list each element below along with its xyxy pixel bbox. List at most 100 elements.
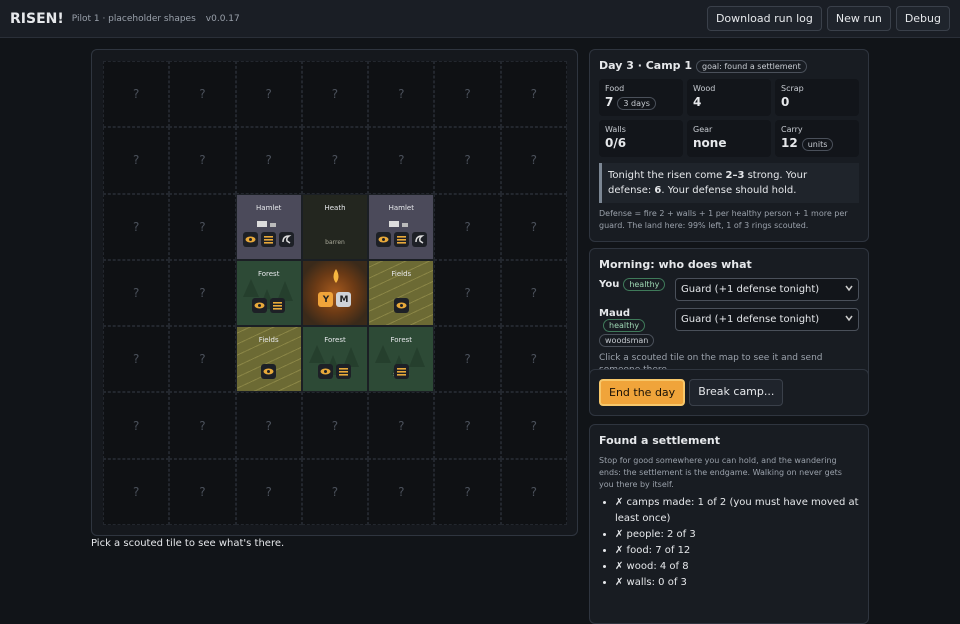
tile-icons (252, 298, 286, 314)
unscouted-tile: ? (500, 259, 567, 327)
scouted-tile[interactable]: Heath barren (301, 193, 369, 260)
task-select[interactable]: Guard (+1 defense tonight) (675, 278, 859, 301)
status-panel: Day 3 · Camp 1 goal: found a settlement F… (589, 49, 869, 242)
header-button[interactable]: Download run log (706, 6, 822, 31)
unscouted-tile: ? (169, 326, 236, 393)
scouted-tile[interactable]: Forest (301, 326, 369, 393)
unscouted-tile: ? (103, 259, 170, 327)
morning-title: Morning: who does what (599, 258, 752, 271)
action-button[interactable]: End the day (599, 379, 686, 406)
task-select[interactable]: Guard (+1 defense tonight) (675, 308, 859, 331)
tile-icon (411, 231, 427, 247)
tile-icon (393, 364, 409, 380)
chevron (845, 315, 853, 322)
chevron (845, 285, 853, 292)
alert-text: Tonight the risen come (608, 170, 726, 181)
unscouted-tile: ? (301, 61, 369, 128)
unscouted-tile: ? (434, 458, 501, 525)
scouted-tile[interactable]: Fields (368, 259, 435, 327)
unscouted-tile: ? (434, 259, 501, 327)
unscouted-tile: ? (169, 193, 236, 260)
check-item: ✗ people: 2 of 3 (615, 527, 859, 543)
action-button[interactable]: Break camp... (689, 379, 784, 406)
unscouted-tile: ? (169, 127, 236, 194)
stat-value-row: none (693, 136, 765, 150)
unscouted-tile: ? (103, 193, 170, 260)
person-badge: M (336, 292, 352, 308)
scouted-tile[interactable]: Forest (235, 259, 302, 327)
tile-icons (243, 231, 295, 247)
stat-label: Scrap (781, 84, 804, 93)
tile-name: Heath (324, 203, 346, 212)
unscouted-tile: ? (368, 61, 435, 128)
tile-icons (261, 364, 277, 380)
scouted-tile[interactable]: Hamlet (235, 193, 302, 260)
unscouted-tile: ? (103, 127, 170, 194)
stat-label: Food (605, 84, 625, 93)
unscouted-tile: ? (368, 127, 435, 194)
unscouted-tile: ? (103, 326, 170, 393)
alert-text: . Your defense should hold. (661, 185, 797, 196)
stat-label: Gear (693, 125, 713, 134)
tile-icon (393, 231, 409, 247)
stat-value-row: 0/6 (605, 136, 677, 150)
stat: Walls 0/6 (599, 120, 683, 157)
tile-icons (375, 231, 427, 247)
unscouted-tile: ? (235, 458, 302, 525)
scouted-tile[interactable]: Hamlet (368, 193, 435, 260)
checklist: ✗ camps made: 1 of 2 (you must have move… (599, 495, 859, 591)
person-tag: healthy (623, 278, 666, 291)
unscouted-tile: ? (169, 61, 236, 128)
assignments: You healthy Guard (+1 defense tonight) Maud… (599, 278, 859, 347)
tile-icon (270, 298, 286, 314)
scouted-tile[interactable]: Fields (235, 326, 302, 393)
check-item: ✗ walls: 0 of 3 (615, 575, 859, 591)
map-caption: Pick a scouted tile to see what's there. (91, 538, 285, 549)
stat-value: 0/6 (605, 136, 627, 150)
header-button[interactable]: New run (826, 6, 891, 31)
unscouted-tile: ? (103, 458, 170, 525)
day-title: Day 3 · Camp 1 (599, 59, 693, 72)
unscouted-tile: ? (368, 458, 435, 525)
stat-value: 0 (781, 95, 790, 109)
unscouted-tile: ? (169, 458, 236, 525)
unscouted-tile: ? (500, 326, 567, 393)
alert-text: strong. Your defense: (608, 170, 808, 196)
stat-value-row: 12 units (781, 136, 853, 151)
stat-value: 12 (781, 136, 798, 150)
task-value: Guard (+1 defense tonight) (681, 314, 820, 325)
unscouted-tile: ? (169, 259, 236, 327)
morning-panel: Morning: who does what You healthy Guard (… (589, 248, 869, 386)
stat-badge: 3 days (617, 97, 656, 110)
tile-icon (261, 364, 277, 380)
alert-strength: 2–3 (725, 170, 745, 181)
stats: Food 7 3 days Wood 4 Scrap 0 Walls 0/6 Gear none Ca… (599, 79, 859, 157)
unscouted-tile: ? (301, 392, 369, 459)
tile-icon (261, 231, 277, 247)
tile-icons (393, 364, 409, 380)
unscouted-tile: ? (235, 61, 302, 128)
tile-name: Fields (391, 269, 412, 278)
stat-value-row: 4 (693, 95, 765, 109)
stat-badge: units (801, 138, 834, 151)
map-grid: ???????????????? Hamlet Heath barren Hamlet?… (103, 61, 567, 525)
stat-value: 7 (605, 95, 614, 109)
scouted-tile[interactable]: Forestsome (368, 326, 435, 393)
tile-icon (393, 298, 409, 314)
stat-value: none (693, 136, 727, 150)
unscouted-tile: ? (301, 458, 369, 525)
unscouted-tile: ? (235, 392, 302, 459)
unscouted-tile: ? (434, 326, 501, 393)
person: Maudhealthy woodsman (599, 308, 675, 347)
task-value: Guard (+1 defense tonight) (681, 284, 820, 295)
tile-icon (252, 298, 268, 314)
defense-note: Defense = fire 2 + walls + 1 per healthy… (599, 209, 848, 230)
unscouted-tile: ? (169, 392, 236, 459)
header-button[interactable]: Debug (895, 6, 950, 31)
tile-name: Hamlet (256, 203, 282, 212)
unscouted-tile: ? (500, 392, 567, 459)
stat: Food 7 3 days (599, 79, 683, 116)
person-tag: healthy (603, 319, 646, 332)
tile-name: Fields (258, 336, 279, 345)
